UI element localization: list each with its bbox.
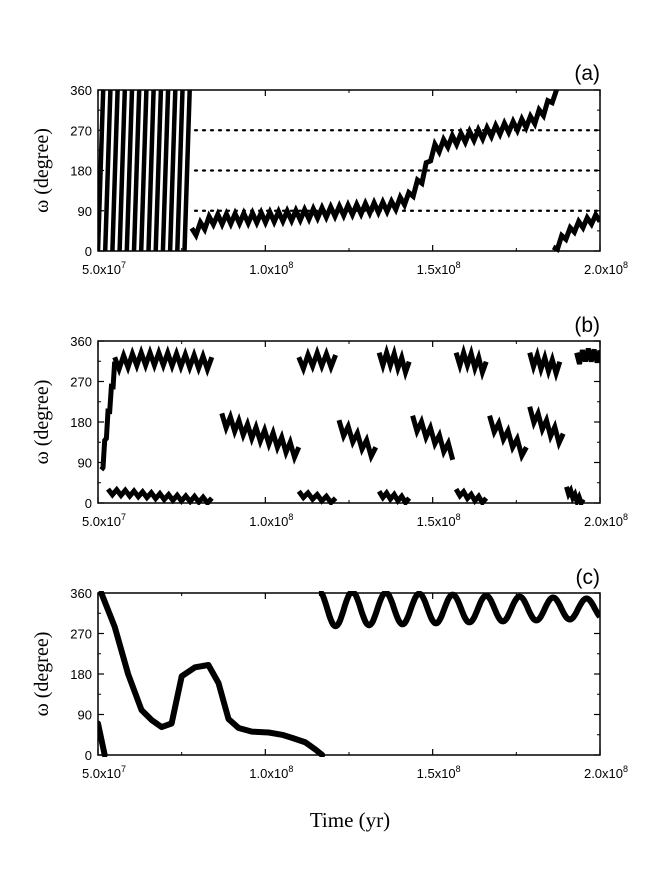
x-tick-label: 1.0x108 bbox=[249, 764, 293, 781]
x-tick-exponent: 8 bbox=[456, 764, 461, 774]
y-axis-label: ω (degree) bbox=[31, 632, 53, 717]
series-band bbox=[527, 346, 563, 383]
y-tick-label: 180 bbox=[70, 415, 92, 430]
series-band bbox=[487, 415, 529, 463]
y-tick-label: 0 bbox=[85, 244, 92, 259]
x-tick-label: 2.0x108 bbox=[584, 764, 628, 781]
panel-label: (c) bbox=[576, 566, 601, 589]
series-band bbox=[453, 343, 489, 381]
x-tick-label: 1.0x108 bbox=[249, 260, 293, 277]
x-tick-exponent: 8 bbox=[456, 260, 461, 270]
x-tick-exponent: 7 bbox=[121, 512, 126, 522]
y-tick-label: 360 bbox=[70, 586, 92, 601]
x-tick-exponent: 8 bbox=[623, 764, 628, 774]
series-sweeps bbox=[98, 89, 192, 252]
x-tick-exponent: 8 bbox=[288, 512, 293, 522]
y-tick-label: 0 bbox=[85, 496, 92, 511]
panel-label: (b) bbox=[574, 314, 600, 337]
y-tick-label: 360 bbox=[70, 334, 92, 349]
x-tick-label: 2.0x108 bbox=[584, 512, 628, 529]
x-tick-label: 2.0x108 bbox=[584, 260, 628, 277]
y-tick-label: 180 bbox=[70, 667, 92, 682]
panel-b: 0 90 180 270 360 5.0x107 1.0x108 1.5x108 2.0x108… bbox=[31, 314, 628, 529]
series-band bbox=[376, 488, 412, 505]
x-tick-exponent: 8 bbox=[623, 512, 628, 522]
plot-frame bbox=[97, 592, 601, 756]
series-band bbox=[99, 361, 118, 472]
x-tick-exponent: 8 bbox=[623, 260, 628, 270]
series-band bbox=[453, 487, 489, 505]
series-band bbox=[296, 489, 338, 505]
series-band bbox=[112, 345, 215, 377]
y-tick-label: 270 bbox=[70, 627, 92, 642]
series-band bbox=[564, 484, 586, 505]
y-tick-label: 0 bbox=[85, 748, 92, 763]
series-group bbox=[98, 591, 600, 757]
x-tick-exponent: 8 bbox=[288, 260, 293, 270]
panel-c: 0 90 180 270 360 5.0x107 1.0x108 1.5x108 2.0x108… bbox=[31, 566, 628, 781]
y-tick-label: 90 bbox=[78, 456, 92, 471]
x-tick-exponent: 7 bbox=[121, 764, 126, 774]
x-tick-label: 5.0x107 bbox=[82, 512, 126, 529]
series-group bbox=[99, 343, 600, 505]
series-band bbox=[551, 209, 600, 253]
series-band bbox=[527, 405, 566, 451]
x-tick-label: 5.0x107 bbox=[82, 260, 126, 277]
x-axis-label: Time (yr) bbox=[310, 808, 390, 832]
y-tick-label: 180 bbox=[70, 164, 92, 179]
x-tick-label: 1.5x108 bbox=[417, 512, 461, 529]
x-tick-label: 1.5x108 bbox=[417, 764, 461, 781]
series-band bbox=[106, 485, 214, 505]
series-band bbox=[219, 409, 302, 465]
y-axis-label: ω (degree) bbox=[31, 380, 53, 465]
series-line bbox=[98, 720, 108, 757]
panel-a: 0 90 180 270 360 5.0x107 1.0x108 1.5x108 2.0x108… bbox=[31, 62, 628, 277]
x-tick-label: 5.0x107 bbox=[82, 764, 126, 781]
x-tick-label: 1.5x108 bbox=[417, 260, 461, 277]
y-axis-label: ω (degree) bbox=[31, 128, 53, 213]
series-band bbox=[574, 347, 600, 365]
x-tick-exponent: 8 bbox=[456, 512, 461, 522]
panel-label: (a) bbox=[574, 62, 600, 85]
series-band bbox=[410, 414, 456, 461]
x-tick-exponent: 8 bbox=[288, 764, 293, 774]
series-band bbox=[296, 345, 338, 376]
y-tick-label: 270 bbox=[70, 375, 92, 390]
y-tick-label: 270 bbox=[70, 123, 92, 138]
series-wave bbox=[317, 591, 600, 630]
y-tick-label: 90 bbox=[78, 204, 92, 219]
y-tick-label: 360 bbox=[70, 83, 92, 98]
x-tick-label: 1.0x108 bbox=[249, 512, 293, 529]
y-tick-label: 90 bbox=[78, 708, 92, 723]
series-band bbox=[189, 89, 559, 241]
x-tick-exponent: 7 bbox=[121, 260, 126, 270]
series-line bbox=[98, 591, 326, 757]
series-band bbox=[336, 419, 379, 464]
series-band bbox=[376, 343, 412, 381]
